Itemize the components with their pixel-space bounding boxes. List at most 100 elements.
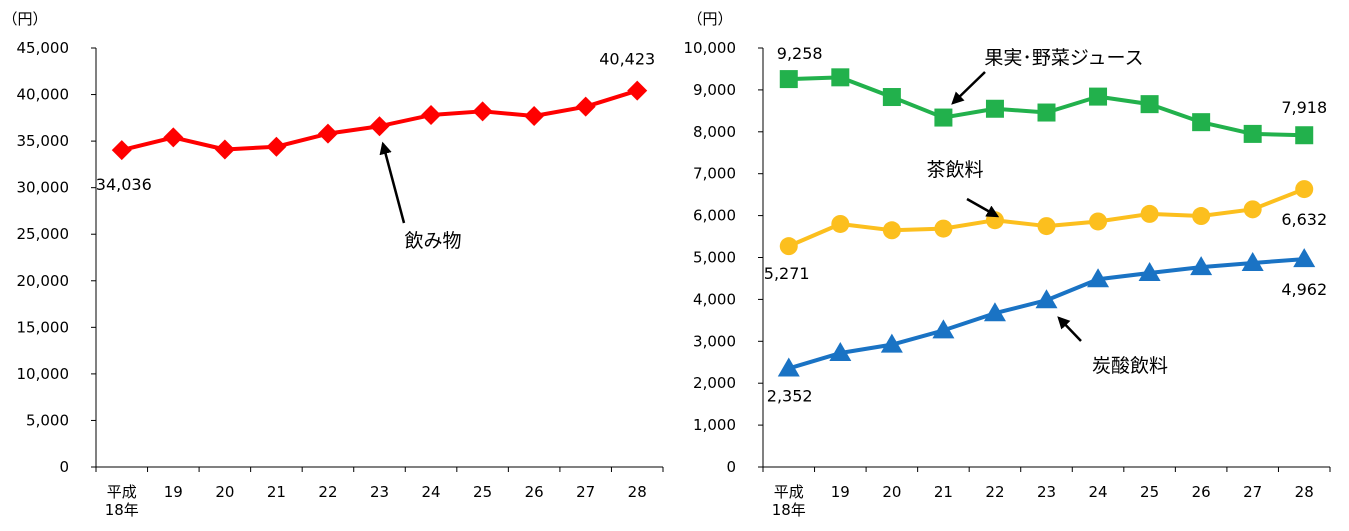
data-point-2-9 [1241, 251, 1264, 271]
data-label: 2,352 [767, 386, 813, 405]
data-point-0-6 [421, 105, 442, 126]
x-tick-label: 21 [934, 483, 953, 501]
x-tick-label: 24 [1088, 483, 1107, 501]
y-tick-label: 5,000 [693, 249, 736, 267]
y-tick-label: 8,000 [693, 123, 736, 141]
y-tick-label: 6,000 [693, 207, 736, 225]
y-tick-label: 15,000 [17, 318, 70, 336]
series-annotation-label: 果実･野菜ジュース [984, 47, 1143, 69]
y-tick-label: 3,000 [693, 332, 736, 350]
x-tick-label: 22 [985, 483, 1004, 501]
series-annotation-label: 茶飲料 [926, 159, 983, 181]
data-point-0-10 [627, 80, 648, 101]
data-point-1-7 [1140, 204, 1159, 223]
data-label: 5,271 [764, 264, 810, 283]
data-point-0-8 [1192, 113, 1211, 132]
x-tick-label: 20 [882, 483, 901, 501]
chart-right-drink-breakdown: （円） 0 1,000 2,000 3,000 4,000 5,000 6,000 7,000 8… [684, 10, 1331, 519]
data-point-2-8 [1190, 256, 1213, 276]
y-tick-label: 10,000 [17, 365, 70, 383]
x-tick-label: 27 [1243, 483, 1262, 501]
data-point-2-10 [1293, 248, 1316, 268]
chart-left-food-drinks: （円） 0 5,000 10,000 15,000 20,000 25,000 30,000 3… [2, 10, 664, 519]
y-tick-label: 9,000 [693, 81, 736, 99]
annotation-arrow [1057, 316, 1082, 342]
x-tick-label: 19 [164, 483, 183, 501]
x-tick-label: 27 [576, 483, 595, 501]
series-line-2 [788, 257, 1305, 371]
y-tick-label: 0 [59, 458, 69, 476]
data-point-2-5 [1035, 289, 1058, 309]
y-tick-label: 2,000 [693, 374, 736, 392]
data-point-2-3 [932, 319, 955, 339]
data-point-0-5 [1037, 103, 1056, 122]
data-point-0-8 [524, 105, 545, 126]
data-label: 9,258 [777, 44, 823, 63]
y-tick-label: 30,000 [17, 179, 70, 197]
data-point-1-5 [1037, 217, 1056, 236]
data-point-1-2 [882, 221, 901, 240]
series-annotation-label: 飲み物 [404, 230, 461, 252]
y-tick-label: 40,000 [17, 86, 70, 104]
x-tick-label: 19 [831, 483, 850, 501]
x-tick-label: 22 [318, 483, 337, 501]
data-point-0-2 [882, 88, 901, 107]
data-point-2-7 [1138, 262, 1161, 282]
data-point-0-4 [985, 99, 1004, 118]
y-tick-label: 1,000 [693, 416, 736, 434]
x-tick-label: 28 [628, 483, 647, 501]
x-tick-label: 23 [370, 483, 389, 501]
data-point-1-1 [831, 214, 850, 233]
x-tick-label: 23 [1037, 483, 1056, 501]
data-point-1-6 [1089, 212, 1108, 231]
x-tick-label: 28 [1295, 483, 1314, 501]
data-point-0-0 [779, 70, 798, 89]
data-point-1-8 [1192, 207, 1211, 226]
x-tick-label: 平成 18年 [105, 483, 139, 519]
y-tick-label: 4,000 [693, 290, 736, 308]
data-point-1-3 [934, 219, 953, 238]
annotation-arrow [951, 71, 986, 105]
annotation-arrow [379, 141, 406, 224]
y-tick-label: 5,000 [26, 411, 69, 429]
x-tick-label: 20 [215, 483, 234, 501]
x-tick-label: 平成 18年 [772, 483, 806, 519]
annotation-arrow [966, 197, 1000, 218]
x-tick-label: 26 [1192, 483, 1211, 501]
data-point-0-0 [111, 140, 132, 161]
data-label: 34,036 [96, 175, 152, 194]
y-tick-label: 35,000 [17, 132, 70, 150]
data-point-0-5 [369, 116, 390, 137]
data-point-0-2 [214, 139, 235, 160]
y-tick-label: 45,000 [17, 39, 70, 57]
data-point-0-4 [317, 123, 338, 144]
data-label: 40,423 [599, 50, 655, 69]
data-point-0-3 [934, 108, 953, 127]
data-point-1-0 [779, 237, 798, 256]
data-point-0-3 [266, 136, 287, 157]
data-point-2-1 [829, 342, 852, 362]
x-tick-label: 24 [421, 483, 440, 501]
data-point-0-1 [831, 68, 850, 87]
data-point-0-9 [575, 96, 596, 117]
data-point-2-2 [880, 333, 903, 353]
data-point-2-4 [983, 302, 1006, 322]
y-unit-label: （円） [2, 10, 47, 28]
data-point-1-9 [1243, 200, 1262, 219]
y-unit-label: （円） [687, 10, 732, 28]
data-point-2-6 [1087, 268, 1110, 288]
x-tick-label: 25 [473, 483, 492, 501]
data-point-0-1 [163, 127, 184, 148]
y-tick-label: 20,000 [17, 272, 70, 290]
y-tick-label: 10,000 [684, 39, 737, 57]
data-point-0-7 [472, 101, 493, 122]
data-label: 4,962 [1281, 280, 1327, 299]
data-label: 6,632 [1281, 210, 1327, 229]
data-label: 7,918 [1281, 98, 1327, 117]
series-annotation-label: 炭酸飲料 [1092, 355, 1168, 377]
x-tick-label: 26 [525, 483, 544, 501]
y-tick-label: 7,000 [693, 165, 736, 183]
data-point-0-6 [1089, 87, 1108, 106]
data-point-1-10 [1295, 180, 1314, 199]
